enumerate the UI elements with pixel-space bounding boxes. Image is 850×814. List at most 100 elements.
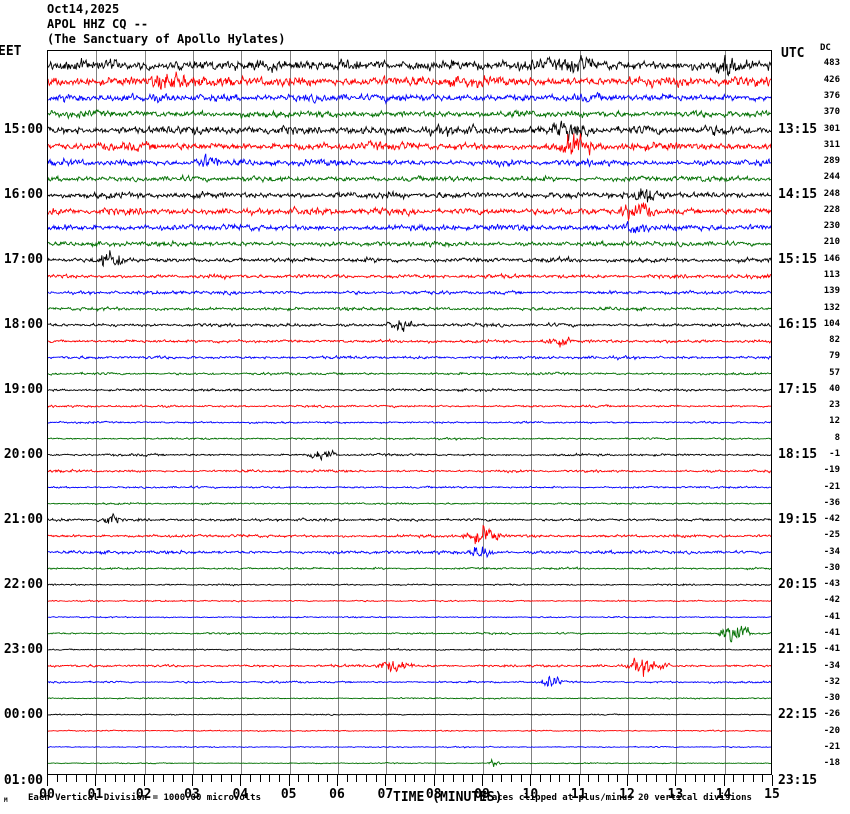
x-tick-minor [66, 775, 68, 782]
x-tick-minor [743, 775, 744, 782]
x-tick-label-08: 08 [425, 787, 442, 802]
x-tick-minor [201, 775, 203, 782]
x-tick-minor [569, 775, 570, 782]
x-tick-label-00: 00 [39, 787, 55, 802]
x-tick-minor [114, 775, 116, 782]
helicorder-plot[interactable] [47, 50, 772, 775]
x-tick-minor [85, 775, 87, 782]
right-hour-label-2215: 22:15 [778, 707, 818, 723]
dc-value-row-28: -42 [823, 514, 840, 525]
dc-value-row-5: 311 [823, 139, 840, 150]
x-tick-minor [279, 775, 280, 782]
dc-value-row-30: -34 [823, 546, 840, 557]
x-tick-label-09: 09 [474, 787, 490, 802]
x-tick-minor [453, 775, 454, 782]
seismic-trace-row-6 [48, 153, 771, 169]
left-hour-label-2200: 22:00 [3, 577, 43, 593]
dc-value-row-13: 113 [823, 270, 840, 280]
seismic-trace-row-3 [48, 109, 771, 120]
grid-line-minute-5 [289, 51, 291, 774]
x-tick-label-05: 05 [280, 787, 297, 802]
dc-value-row-4: 301 [823, 123, 840, 134]
grid-line-minute-11 [579, 51, 581, 774]
x-tick-major-6 [337, 775, 338, 786]
x-tick-minor [250, 775, 251, 782]
x-tick-major-10 [530, 775, 532, 786]
dc-value-row-34: -41 [823, 611, 840, 622]
x-tick-label-11: 11 [570, 787, 587, 802]
seismic-trace-row-31 [48, 566, 771, 571]
right-hour-label-1415: 14:15 [778, 186, 818, 202]
seismic-trace-row-41 [48, 729, 771, 733]
x-tick-minor [665, 775, 667, 782]
grid-line-minute-1 [96, 51, 98, 774]
x-tick-minor [404, 775, 406, 782]
x-tick-minor [714, 775, 715, 782]
x-tick-minor [163, 775, 164, 782]
dc-value-row-43: -18 [823, 758, 840, 769]
x-tick-minor [472, 775, 474, 782]
seismic-trace-row-22 [48, 420, 771, 425]
x-tick-minor [520, 775, 522, 782]
seismic-trace-row-24 [48, 448, 771, 462]
seismic-trace-row-14 [48, 289, 771, 297]
x-tick-minor [598, 775, 599, 782]
right-hour-label-2015: 20:15 [778, 577, 818, 593]
seismic-trace-row-20 [48, 387, 771, 393]
x-tick-minor [424, 775, 425, 782]
left-hour-label-2100: 21:00 [3, 512, 43, 528]
seismic-trace-row-33 [48, 599, 771, 603]
x-tick-label-12: 12 [619, 787, 635, 802]
dc-value-row-15: 132 [823, 302, 840, 313]
dc-value-row-10: 230 [823, 221, 840, 232]
dc-value-row-22: 12 [829, 416, 840, 427]
seismic-trace-row-29 [48, 524, 771, 545]
x-tick-major-14 [723, 775, 725, 786]
x-tick-minor [636, 775, 638, 782]
x-tick-minor [559, 775, 561, 782]
x-tick-minor [462, 775, 464, 782]
seismic-trace-row-23 [48, 436, 771, 441]
seismic-trace-row-42 [48, 745, 771, 749]
x-tick-minor [230, 775, 232, 782]
left-hour-label-0100: 01:00 [3, 772, 43, 788]
seismic-trace-row-8 [48, 188, 771, 203]
dc-value-row-39: -30 [823, 693, 840, 704]
x-tick-label-06: 06 [329, 787, 345, 802]
x-tick-minor [317, 775, 319, 782]
seismic-trace-row-21 [48, 404, 771, 409]
dc-value-row-23: 8 [834, 432, 840, 443]
dc-value-row-9: 228 [823, 204, 840, 215]
x-tick-minor [733, 775, 735, 782]
right-hour-label-2315: 23:15 [778, 772, 818, 788]
seismic-trace-row-18 [48, 354, 771, 361]
seismic-trace-row-40 [48, 713, 771, 716]
dc-value-row-27: -36 [823, 497, 840, 508]
x-tick-minor [646, 775, 648, 782]
seismic-trace-row-38 [48, 675, 771, 687]
dc-value-row-6: 289 [823, 156, 840, 167]
seismic-trace-row-28 [48, 512, 771, 524]
x-tick-minor [511, 775, 512, 782]
grid-line-minute-10 [531, 51, 533, 774]
dc-value-row-2: 376 [823, 90, 840, 101]
left-hour-label-2000: 20:00 [3, 447, 43, 463]
right-hour-label-1915: 19:15 [778, 512, 818, 528]
x-tick-minor [182, 775, 184, 782]
left-hour-label-1600: 16:00 [3, 186, 43, 202]
grid-line-minute-2 [144, 51, 146, 774]
dc-value-row-14: 139 [823, 286, 840, 297]
dc-value-row-21: 23 [829, 400, 840, 411]
x-tick-label-15: 15 [764, 787, 780, 802]
dc-value-row-7: 244 [823, 172, 840, 183]
right-timezone-label: UTC [781, 46, 805, 61]
dc-value-row-31: -30 [823, 562, 840, 573]
x-tick-major-3 [192, 775, 193, 786]
seismic-trace-row-25 [48, 468, 771, 474]
left-timezone-label: EET [0, 44, 22, 59]
dc-value-row-19: 57 [829, 367, 840, 378]
dc-value-row-42: -21 [823, 741, 840, 752]
x-tick-minor [443, 775, 445, 782]
right-hour-label-1515: 15:15 [778, 251, 818, 267]
grid-line-minute-6 [338, 51, 339, 774]
